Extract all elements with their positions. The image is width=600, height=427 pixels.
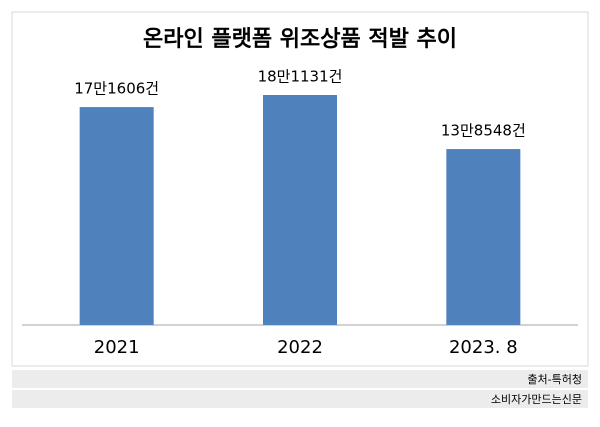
source: 출처-특허청 [527,373,582,386]
chart-title: 온라인 플랫폼 위조상품 적발 추이 [143,27,457,52]
bar [79,107,154,325]
x-tick-label: 2023. 8 [449,337,518,358]
bar [446,149,521,325]
x-tick-label: 2022 [277,337,323,358]
publisher-strip [12,390,588,408]
data-label: 17만1606건 [74,80,159,98]
source-strip [12,370,588,388]
publisher: 소비자가만드는신문 [491,393,582,406]
bar [263,95,337,325]
x-tick-label: 2021 [94,337,140,358]
data-label: 13만8548건 [441,122,526,140]
data-label: 18만1131건 [258,68,343,86]
